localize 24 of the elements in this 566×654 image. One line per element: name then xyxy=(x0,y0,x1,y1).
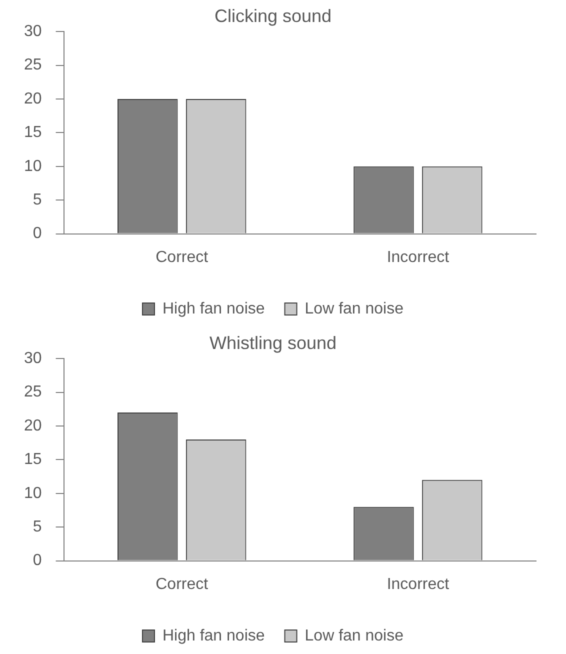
y-tick-label: 0 xyxy=(32,552,42,570)
y-tick-label: 30 xyxy=(24,350,42,368)
y-tick-label: 15 xyxy=(24,124,42,142)
y-tick-label: 25 xyxy=(24,56,42,74)
chart-title: Clicking sound xyxy=(214,6,332,26)
legend-label: Low fan noise xyxy=(304,300,404,318)
legend-label: Low fan noise xyxy=(304,627,404,644)
y-tick-label: 5 xyxy=(32,192,42,209)
y-tick-label: 30 xyxy=(24,23,42,40)
x-tick-label: Incorrect xyxy=(386,248,450,266)
y-tick-label: 20 xyxy=(24,417,42,434)
y-tick-label: 5 xyxy=(32,518,42,536)
legend-label: High fan noise xyxy=(162,300,265,318)
legend-label: High fan noise xyxy=(162,627,265,644)
chart-title: Whistling sound xyxy=(209,332,337,353)
y-tick-label: 20 xyxy=(24,90,42,108)
y-tick-label: 0 xyxy=(32,225,42,242)
x-tick-label: Correct xyxy=(156,576,209,593)
y-tick-label: 10 xyxy=(24,484,42,502)
x-tick-label: Correct xyxy=(156,248,209,266)
y-tick-label: 25 xyxy=(24,384,42,401)
y-tick-label: 10 xyxy=(24,158,42,175)
x-tick-label: Incorrect xyxy=(386,576,450,593)
y-tick-label: 15 xyxy=(24,451,42,468)
